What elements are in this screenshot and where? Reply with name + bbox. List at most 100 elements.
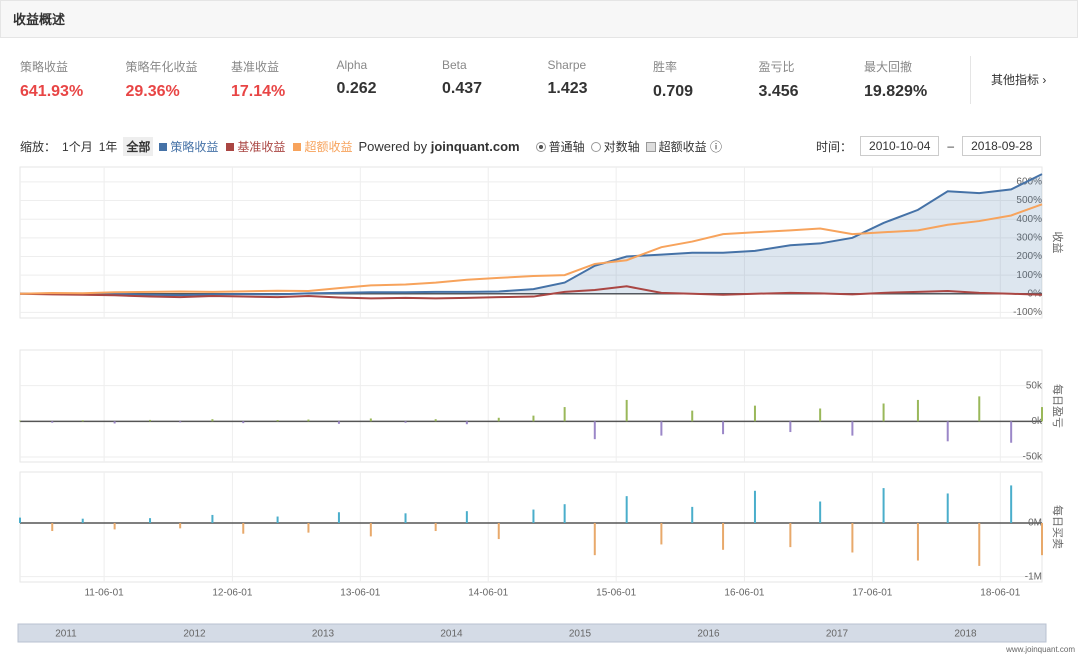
metric-label: 盈亏比 bbox=[758, 60, 795, 74]
bar bbox=[819, 408, 822, 422]
metric-value: 1.423 bbox=[547, 80, 588, 97]
bar bbox=[660, 522, 663, 545]
metric: 策略年化收益 29.36% bbox=[126, 58, 232, 101]
metric-label: Alpha bbox=[336, 58, 368, 72]
metric-value: 0.262 bbox=[336, 80, 377, 97]
bar bbox=[789, 421, 792, 433]
bar bbox=[434, 419, 437, 422]
metric-value: 29.36% bbox=[125, 83, 180, 100]
bar bbox=[242, 421, 245, 424]
bar bbox=[851, 522, 854, 553]
legend-item: 基准收益 bbox=[226, 138, 285, 155]
zoom-button[interactable]: 全部 bbox=[123, 137, 154, 156]
metric: 策略收益 641.93% bbox=[20, 58, 126, 101]
legend-label: 超额收益 bbox=[304, 140, 353, 154]
x-tick-label: 11-06-01 bbox=[84, 588, 124, 599]
bar bbox=[1041, 407, 1043, 422]
site: joinquant.com bbox=[430, 139, 520, 154]
bar bbox=[1010, 485, 1013, 523]
y-tick-label: 0k bbox=[1031, 416, 1043, 427]
bar bbox=[691, 410, 694, 422]
metric-value: 17.14% bbox=[231, 83, 286, 100]
bar bbox=[916, 399, 919, 422]
metric-value: 19.829% bbox=[864, 83, 928, 100]
bar bbox=[465, 421, 468, 425]
bar bbox=[753, 405, 756, 422]
bar bbox=[51, 421, 54, 423]
bar bbox=[753, 490, 756, 523]
navigator-label: 2015 bbox=[569, 629, 592, 640]
bar bbox=[211, 514, 214, 523]
bar bbox=[851, 421, 854, 436]
header-title: 收益概述 bbox=[0, 0, 1078, 38]
legend-item: 超额收益 bbox=[293, 138, 352, 155]
axis-title: 每日买卖 bbox=[1051, 505, 1065, 549]
bar bbox=[916, 522, 919, 561]
bar bbox=[149, 419, 152, 422]
checkbox[interactable]: 超额收益 ⓘ bbox=[645, 138, 722, 155]
bar bbox=[369, 522, 372, 537]
metric-label: 策略收益 bbox=[20, 60, 69, 74]
line bbox=[19, 173, 1043, 297]
navigator bbox=[17, 623, 1047, 643]
y-tick-label: 0M bbox=[1028, 518, 1042, 529]
footer: www.joinquant.com bbox=[1005, 645, 1075, 654]
metric-label: 最大回撤 bbox=[864, 60, 913, 74]
bar bbox=[179, 522, 182, 529]
metric-label: 策略年化收益 bbox=[125, 60, 198, 74]
legend-swatch bbox=[226, 143, 235, 151]
metric: Alpha 0.262 bbox=[337, 58, 443, 101]
metric: 胜率 0.709 bbox=[653, 58, 759, 101]
bar bbox=[179, 421, 182, 423]
area bbox=[20, 174, 1042, 296]
bar bbox=[434, 522, 437, 532]
legend-item: 策略收益 bbox=[159, 138, 218, 155]
radio-label[interactable]: 对数轴 bbox=[603, 140, 640, 154]
bar bbox=[722, 522, 725, 550]
other-metrics-label[interactable]: 其他指标 bbox=[991, 73, 1040, 87]
bar bbox=[497, 522, 500, 540]
zoom-button[interactable]: 1年 bbox=[98, 140, 118, 154]
plot-frame bbox=[19, 471, 1043, 583]
navigator-label: 2013 bbox=[312, 629, 335, 640]
legend-label: 基准收益 bbox=[237, 140, 286, 154]
radio-label[interactable]: 普通轴 bbox=[548, 140, 585, 154]
bar bbox=[113, 421, 116, 424]
navigator-label: 2014 bbox=[440, 629, 463, 640]
metric: 盈亏比 3.456 bbox=[759, 58, 865, 101]
metric-value: 0.437 bbox=[442, 80, 483, 97]
radio[interactable]: 对数轴 bbox=[590, 138, 640, 155]
x-tick-label: 15-06-01 bbox=[596, 588, 636, 599]
bar bbox=[946, 493, 949, 523]
y-tick-label: -100% bbox=[1013, 307, 1042, 318]
checkbox-label[interactable]: 超额收益 bbox=[658, 140, 707, 154]
bar bbox=[81, 518, 84, 523]
x-tick-label: 13-06-01 bbox=[340, 588, 380, 599]
bar bbox=[113, 522, 116, 530]
start-date[interactable]: 2010-10-04 bbox=[860, 136, 940, 156]
bar bbox=[465, 511, 468, 523]
y-tick-label: -1M bbox=[1025, 571, 1042, 582]
bar bbox=[532, 509, 535, 523]
metric: 基准收益 17.14% bbox=[231, 58, 337, 101]
metric-label: 胜率 bbox=[653, 60, 678, 74]
bar bbox=[81, 420, 84, 422]
bar bbox=[946, 421, 949, 442]
legend-label: 策略收益 bbox=[170, 140, 219, 154]
other-metrics[interactable]: 其他指标 › bbox=[970, 56, 1046, 104]
zoom-button[interactable]: 1个月 bbox=[62, 140, 93, 154]
y-tick-label: 500% bbox=[1016, 195, 1042, 206]
bar bbox=[51, 522, 54, 532]
bar bbox=[1010, 421, 1013, 443]
y-tick-label: 50k bbox=[1026, 380, 1043, 391]
bar bbox=[660, 421, 663, 436]
plot-frame bbox=[19, 166, 1043, 319]
y-tick-label: 400% bbox=[1016, 214, 1042, 225]
radio[interactable]: 普通轴 bbox=[535, 138, 585, 155]
axis-title: 每日盈亏 bbox=[1051, 384, 1065, 428]
x-tick-label: 17-06-01 bbox=[852, 588, 892, 599]
end-date[interactable]: 2018-09-28 bbox=[962, 136, 1042, 156]
bar bbox=[882, 403, 885, 422]
